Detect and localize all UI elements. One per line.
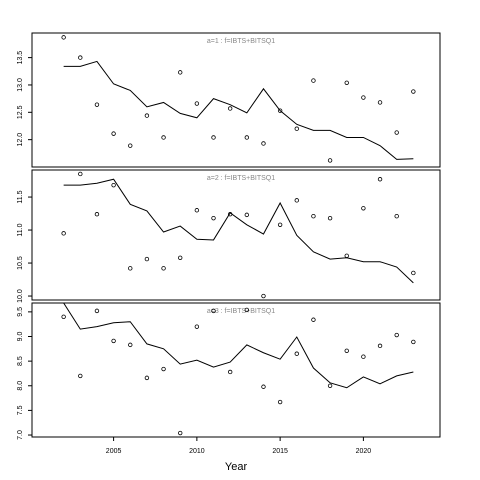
observed-point xyxy=(194,324,200,329)
observed-point xyxy=(227,106,233,111)
observed-point xyxy=(411,89,416,94)
plot-area xyxy=(63,178,414,284)
observed-point xyxy=(327,158,333,163)
observed-point xyxy=(311,78,316,83)
observed-point xyxy=(361,206,366,211)
observed-point xyxy=(111,131,116,136)
observed-point xyxy=(311,317,316,322)
observed-point xyxy=(144,256,150,262)
observed-point xyxy=(94,102,100,107)
observed-point xyxy=(211,135,216,140)
observed-point xyxy=(128,266,133,271)
fitted-line xyxy=(63,178,414,284)
observed-point xyxy=(144,375,150,381)
observed-point xyxy=(394,213,399,219)
y-tick-label: 11.0 xyxy=(17,223,24,236)
observed-point xyxy=(78,373,83,379)
observed-point xyxy=(61,314,66,319)
fitted-line xyxy=(63,60,414,160)
observed-point xyxy=(294,351,299,356)
observed-point xyxy=(178,430,183,436)
y-tick-label: 8.0 xyxy=(17,381,24,391)
observed-point xyxy=(194,101,200,106)
observed-point xyxy=(111,338,116,344)
y-tick-label: 11.5 xyxy=(17,190,24,203)
fitted-line xyxy=(63,303,414,389)
observed-point xyxy=(128,342,133,348)
panel-frame xyxy=(31,32,441,168)
observed-point xyxy=(344,80,349,85)
x-axis-label: Year xyxy=(225,461,248,473)
observed-point xyxy=(311,213,316,219)
observed-point xyxy=(394,130,399,135)
observed-point xyxy=(194,208,200,213)
plot-area xyxy=(63,60,414,160)
x-tick-label: 2005 xyxy=(106,448,122,455)
y-tick-label: 12.5 xyxy=(17,105,24,119)
y-tick-label: 9.0 xyxy=(17,332,24,342)
observed-point xyxy=(294,198,299,203)
panel-title: a=1 : f=IBTS+BITSQ1 xyxy=(207,38,275,45)
observed-point xyxy=(244,212,250,218)
panel-frame xyxy=(31,169,441,301)
observed-point xyxy=(211,215,216,221)
observed-point xyxy=(94,308,100,314)
observed-point xyxy=(277,399,283,405)
observed-point xyxy=(361,95,366,100)
observed-point xyxy=(244,135,250,140)
observed-point xyxy=(294,126,299,131)
y-tick-label: 13.0 xyxy=(17,78,24,92)
observed-point xyxy=(261,293,266,299)
observed-point xyxy=(111,182,116,188)
y-tick-label: 9.5 xyxy=(17,307,24,317)
observed-point xyxy=(277,108,283,113)
observed-point xyxy=(344,348,349,353)
x-tick-label: 2020 xyxy=(356,448,372,455)
y-tick-label: 10.5 xyxy=(17,256,24,270)
y-tick-label: 8.5 xyxy=(17,356,24,366)
plot-area xyxy=(63,303,414,389)
observed-point xyxy=(94,212,100,217)
observed-point xyxy=(377,100,383,105)
observed-point xyxy=(178,70,183,75)
panel-title: a=2 : f=IBTS+BITSQ1 xyxy=(207,175,275,182)
observed-point xyxy=(61,231,66,236)
observed-point xyxy=(361,354,366,359)
observed-point xyxy=(78,171,83,177)
observed-point xyxy=(161,135,166,140)
observed-point xyxy=(411,339,416,345)
y-tick-label: 7.0 xyxy=(17,430,24,440)
observed-point xyxy=(161,366,166,372)
observed-point xyxy=(261,384,266,389)
observed-point xyxy=(244,307,250,313)
x-tick-label: 2015 xyxy=(272,448,288,455)
y-tick-label: 10.0 xyxy=(17,289,24,303)
observed-point xyxy=(377,177,383,182)
y-tick-label: 12.0 xyxy=(17,133,24,147)
observed-point xyxy=(277,222,283,227)
observed-point xyxy=(144,113,150,118)
observed-point xyxy=(327,215,333,221)
observed-point xyxy=(128,143,133,148)
y-tick-label: 7.5 xyxy=(17,405,24,415)
observed-point xyxy=(161,266,166,271)
observed-point xyxy=(78,55,83,60)
observed-point xyxy=(61,35,66,40)
x-tick-label: 2010 xyxy=(189,448,205,455)
observed-point xyxy=(211,308,216,314)
panel-frame xyxy=(31,302,441,438)
y-tick-label: 13.5 xyxy=(17,51,24,65)
observed-point xyxy=(178,255,183,260)
panel-title: a=3 : f=IBTS+BITSQ1 xyxy=(207,308,275,315)
observed-point xyxy=(394,332,399,338)
observed-point xyxy=(227,212,233,217)
observed-point xyxy=(327,383,333,388)
observed-point xyxy=(227,369,233,375)
observed-point xyxy=(261,141,266,146)
observed-point xyxy=(377,343,383,349)
observed-point xyxy=(344,253,349,258)
observed-point xyxy=(411,270,416,276)
